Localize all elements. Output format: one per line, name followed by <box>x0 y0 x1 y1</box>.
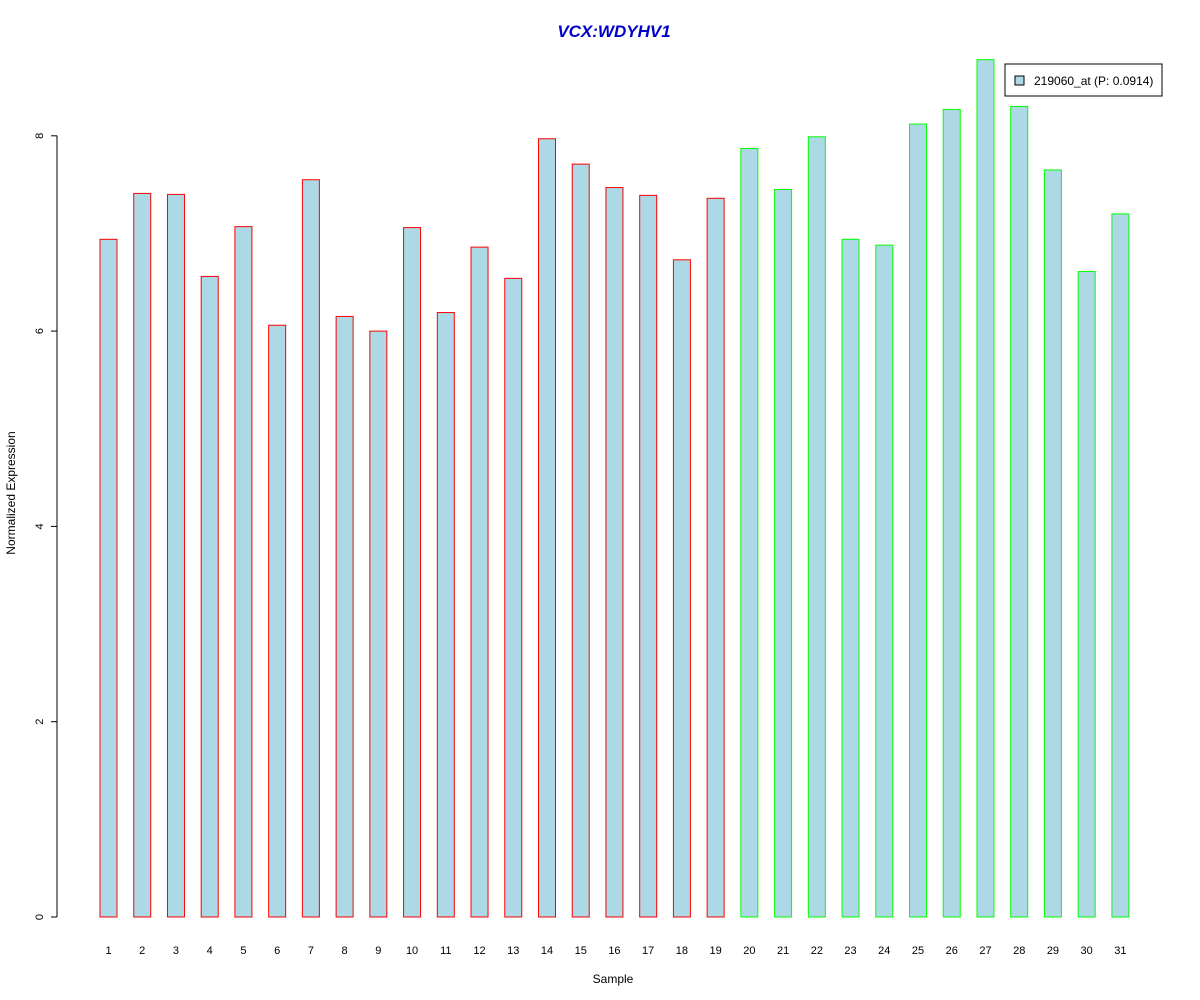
bar <box>1077 271 1096 918</box>
bar <box>403 227 422 918</box>
bar <box>706 197 725 918</box>
bar <box>841 238 860 918</box>
chart-title: VCX:WDYHV1 <box>557 22 670 41</box>
legend-box <box>1004 63 1163 97</box>
bar <box>976 59 995 918</box>
x-tick-label: 3 <box>173 945 179 957</box>
bar <box>99 238 118 918</box>
x-tick-label: 5 <box>240 945 246 957</box>
x-tick-label: 17 <box>642 945 654 957</box>
x-tick-label: 7 <box>308 945 314 957</box>
x-tick-label: 18 <box>676 945 688 957</box>
bar <box>301 179 320 918</box>
bar <box>504 277 523 918</box>
x-tick-label: 20 <box>743 945 755 957</box>
y-tick-label: 6 <box>34 328 46 334</box>
bar <box>1010 106 1029 918</box>
x-tick-label: 27 <box>979 945 991 957</box>
bar <box>436 312 455 918</box>
x-tick-label: 13 <box>507 945 519 957</box>
bars <box>99 59 1130 918</box>
x-tick-label: 9 <box>375 945 381 957</box>
bar <box>774 189 793 918</box>
bar <box>605 187 624 918</box>
legend-swatch <box>1014 75 1025 86</box>
x-tick-label: 23 <box>844 945 856 957</box>
x-tick-label: 4 <box>207 945 213 957</box>
y-tick-label: 4 <box>34 523 46 529</box>
y-axis-label: Normalized Expression <box>4 431 18 554</box>
x-tick-label: 1 <box>105 945 111 957</box>
x-tick-label: 25 <box>912 945 924 957</box>
x-tick-label: 12 <box>473 945 485 957</box>
bar <box>571 163 590 918</box>
x-tick-label: 2 <box>139 945 145 957</box>
x-tick-label: 21 <box>777 945 789 957</box>
bar <box>268 324 287 918</box>
x-axis-ticks: 1 2 3 4 5 6 7 8 9 10 11 12 13 14 15 16 17 18 19 20 21 22 23 24 2… <box>105 945 1126 957</box>
x-tick-label: 6 <box>274 945 280 957</box>
x-tick-label: 24 <box>878 945 890 957</box>
bar <box>200 275 219 918</box>
bar <box>639 194 658 918</box>
bar <box>166 193 185 918</box>
bar <box>942 108 961 918</box>
bar <box>133 192 152 918</box>
bar <box>1043 169 1062 918</box>
bar <box>875 244 894 918</box>
bar <box>335 315 354 918</box>
x-tick-label: 14 <box>541 945 553 957</box>
bar <box>740 147 759 918</box>
y-tick-label: 0 <box>34 914 46 920</box>
bar <box>234 226 253 918</box>
x-tick-label: 16 <box>608 945 620 957</box>
x-axis-label: Sample <box>593 972 634 986</box>
bar <box>537 138 556 918</box>
bar <box>1111 213 1130 918</box>
y-tick-label: 2 <box>34 719 46 725</box>
x-tick-label: 28 <box>1013 945 1025 957</box>
bar <box>909 123 928 918</box>
legend: 219060_at (P: 0.0914) <box>1004 63 1163 97</box>
x-tick-label: 10 <box>406 945 418 957</box>
x-tick-label: 22 <box>811 945 823 957</box>
x-tick-label: 19 <box>710 945 722 957</box>
bar <box>470 246 489 918</box>
legend-label: 219060_at (P: 0.0914) <box>1034 74 1153 88</box>
bar <box>672 259 691 918</box>
x-tick-label: 15 <box>575 945 587 957</box>
y-tick-label: 8 <box>34 133 46 139</box>
bar <box>369 330 388 918</box>
x-tick-label: 31 <box>1114 945 1126 957</box>
x-tick-label: 8 <box>342 945 348 957</box>
x-tick-label: 29 <box>1047 945 1059 957</box>
x-tick-label: 26 <box>946 945 958 957</box>
y-axis: 0 2 4 6 8 <box>34 133 58 920</box>
x-tick-label: 11 <box>440 945 451 957</box>
bar <box>807 136 826 918</box>
x-tick-label: 30 <box>1081 945 1093 957</box>
